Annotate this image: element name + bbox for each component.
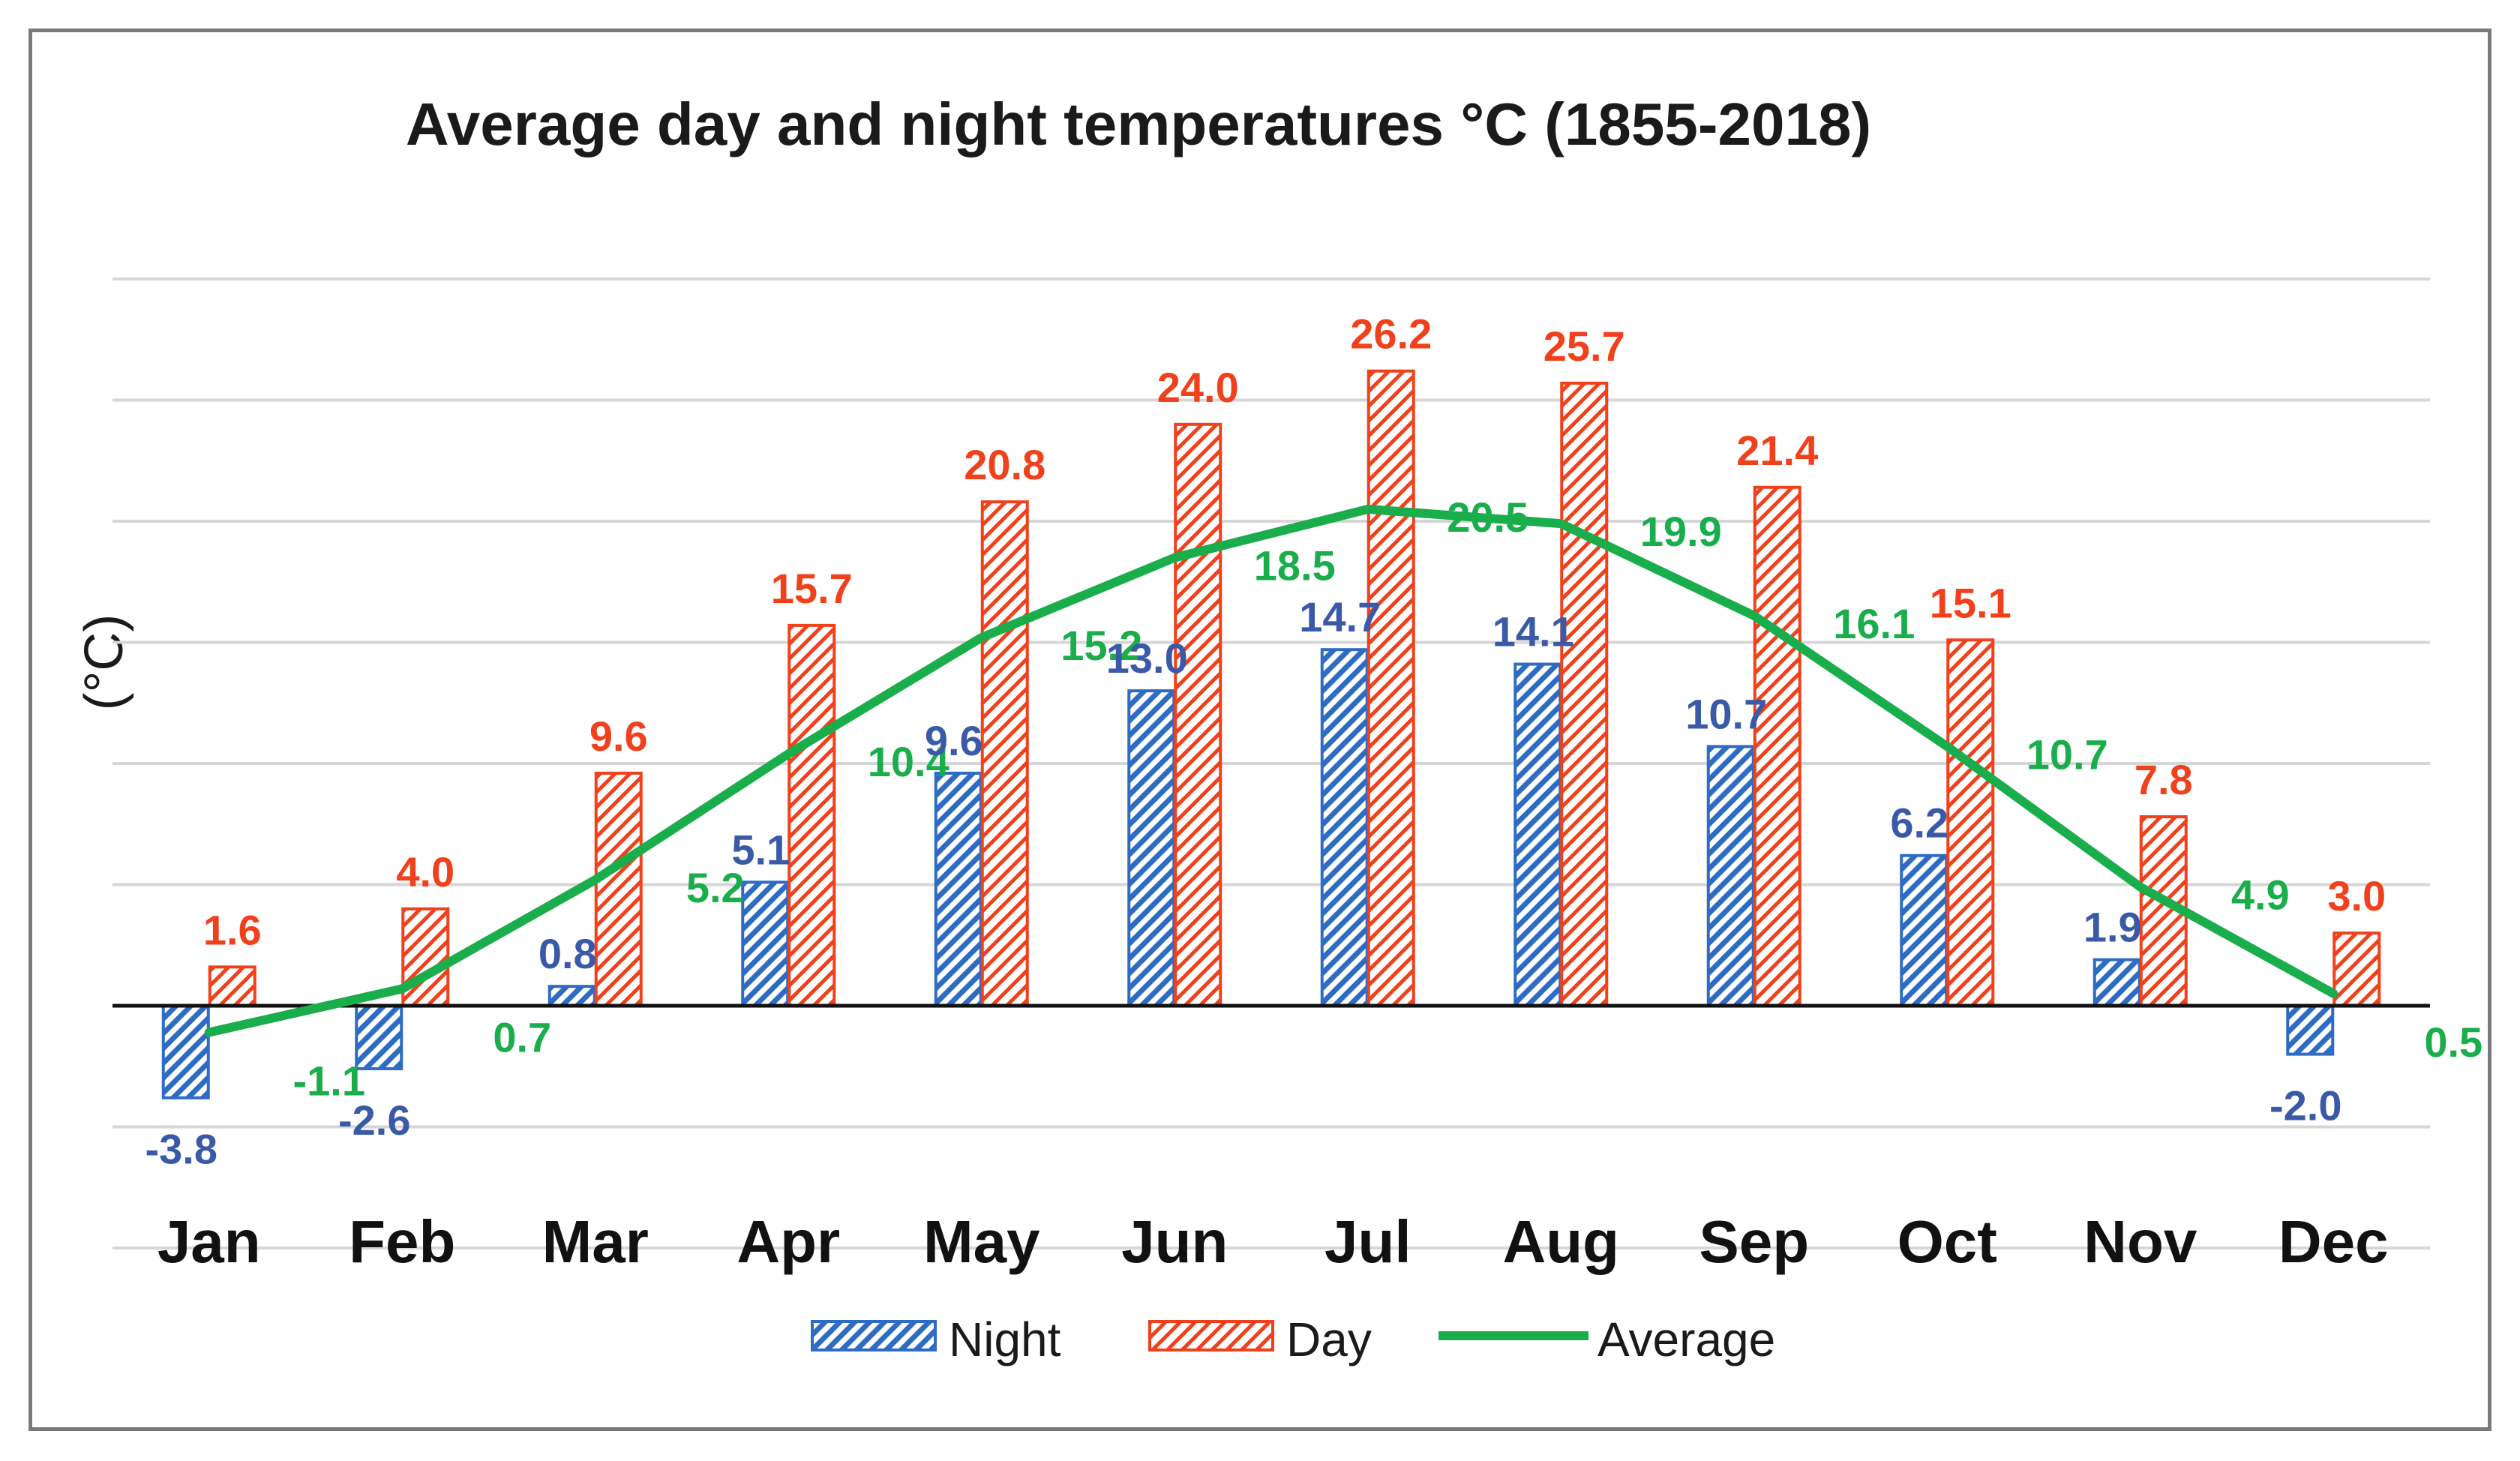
night-label-may: 9.6 — [925, 717, 983, 764]
category-label-feb: Feb — [349, 1208, 455, 1275]
day-bar-oct — [1946, 638, 1995, 1008]
day-label-sep: 21.4 — [1736, 427, 1818, 474]
average-label-nov: 4.9 — [2231, 872, 2290, 919]
night-label-mar: 0.8 — [538, 930, 597, 977]
day-bar-aug — [1560, 381, 1609, 1007]
category-label-aug: Aug — [1502, 1208, 1619, 1275]
y-axis-label: (°C) — [74, 614, 134, 711]
chart-frame: Average day and night temperatures °C (1… — [28, 28, 2492, 1431]
day-bar-apr — [788, 623, 836, 1007]
legend-swatch-night[interactable] — [811, 1320, 937, 1352]
day-label-dec: 3.0 — [2327, 872, 2386, 920]
average-label-may: 15.2 — [1060, 622, 1142, 669]
category-label-jun: Jun — [1121, 1208, 1228, 1275]
night-bar-apr — [741, 880, 790, 1008]
night-label-jun: 13.0 — [1106, 634, 1188, 682]
legend-label-night[interactable]: Night — [949, 1312, 1061, 1366]
night-bar-oct — [1900, 854, 1948, 1007]
category-label-apr: Apr — [736, 1208, 840, 1275]
category-label-mar: Mar — [542, 1208, 649, 1275]
average-label-dec: 0.5 — [2424, 1018, 2482, 1066]
day-bar-jul — [1366, 369, 1415, 1007]
night-label-feb: -2.6 — [338, 1096, 411, 1144]
night-bar-dec — [2286, 1004, 2335, 1056]
average-label-oct: 10.7 — [2026, 730, 2108, 778]
night-label-dec: -2.0 — [2270, 1082, 2342, 1130]
category-label-sep: Sep — [1699, 1208, 1809, 1275]
day-label-jan: 1.6 — [203, 906, 262, 953]
bars — [161, 369, 2381, 1100]
night-label-aug: 14.1 — [1492, 608, 1574, 656]
average-label-apr: 10.4 — [868, 738, 950, 785]
chart-svg: Average day and night temperatures °C (1… — [74, 91, 2483, 1366]
night-label-jul: 14.7 — [1299, 593, 1381, 640]
day-label-nov: 7.8 — [2134, 756, 2193, 803]
category-label-nov: Nov — [2084, 1208, 2198, 1275]
day-label-apr: 15.7 — [771, 565, 853, 612]
data-labels: -3.8 1.6 -1.1-2.6 4.0 0.7 0.8 9.6 5.25.1 15.7 10.… — [146, 310, 2483, 1173]
legend-label-average[interactable]: Average — [1598, 1312, 1775, 1366]
day-label-jul: 26.2 — [1350, 310, 1432, 358]
day-bar-feb — [401, 907, 450, 1008]
day-bar-dec — [2332, 932, 2381, 1007]
night-label-nov: 1.9 — [2084, 904, 2142, 951]
average-label-jul: 20.5 — [1447, 494, 1528, 541]
night-bar-jul — [1320, 648, 1369, 1007]
night-bar-jun — [1127, 689, 1176, 1007]
legend-label-day[interactable]: Day — [1286, 1312, 1372, 1366]
legend-swatch-day[interactable] — [1148, 1320, 1274, 1352]
day-bar-mar — [594, 771, 643, 1007]
night-bar-jan — [161, 1004, 210, 1100]
day-label-mar: 9.6 — [590, 712, 648, 760]
category-label-jul: Jul — [1324, 1208, 1412, 1275]
day-bar-may — [980, 500, 1029, 1007]
average-label-jan: -1.1 — [293, 1058, 366, 1105]
category-label-may: May — [923, 1208, 1040, 1275]
night-bar-aug — [1514, 662, 1562, 1007]
category-labels: Jan Feb Mar Apr May Jun Jul Aug Sep Oct Nov Dec — [158, 1208, 2389, 1275]
night-bar-sep — [1706, 745, 1755, 1007]
category-label-jan: Jan — [158, 1208, 261, 1275]
night-label-jan: -3.8 — [146, 1126, 218, 1173]
night-label-apr: 5.1 — [731, 826, 790, 873]
day-bar-jun — [1174, 422, 1222, 1007]
day-bar-sep — [1753, 485, 1802, 1007]
day-label-oct: 15.1 — [1930, 579, 2012, 626]
night-label-sep: 10.7 — [1685, 690, 1767, 737]
night-bar-nov — [2092, 958, 2141, 1008]
category-label-dec: Dec — [2278, 1208, 2389, 1275]
day-bar-jan — [208, 965, 256, 1007]
day-label-aug: 25.7 — [1544, 322, 1625, 370]
average-line — [204, 504, 2338, 1037]
average-label-aug: 19.9 — [1640, 508, 1722, 555]
night-bar-may — [934, 771, 982, 1007]
average-series-line — [204, 504, 2338, 1037]
category-label-oct: Oct — [1898, 1208, 1997, 1275]
day-label-jun: 24.0 — [1157, 364, 1239, 411]
night-bar-mar — [548, 985, 596, 1008]
gridlines — [112, 278, 2430, 1250]
average-label-mar: 5.2 — [686, 864, 745, 911]
legend[interactable]: Night Day Average — [811, 1312, 1775, 1366]
day-label-feb: 4.0 — [396, 848, 454, 896]
day-label-may: 20.8 — [964, 441, 1046, 488]
average-label-jun: 18.5 — [1254, 542, 1336, 589]
average-label-sep: 16.1 — [1833, 600, 1915, 647]
average-label-feb: 0.7 — [493, 1013, 551, 1060]
night-label-oct: 6.2 — [1890, 800, 1948, 847]
chart-title: Average day and night temperatures °C (1… — [406, 91, 1871, 158]
